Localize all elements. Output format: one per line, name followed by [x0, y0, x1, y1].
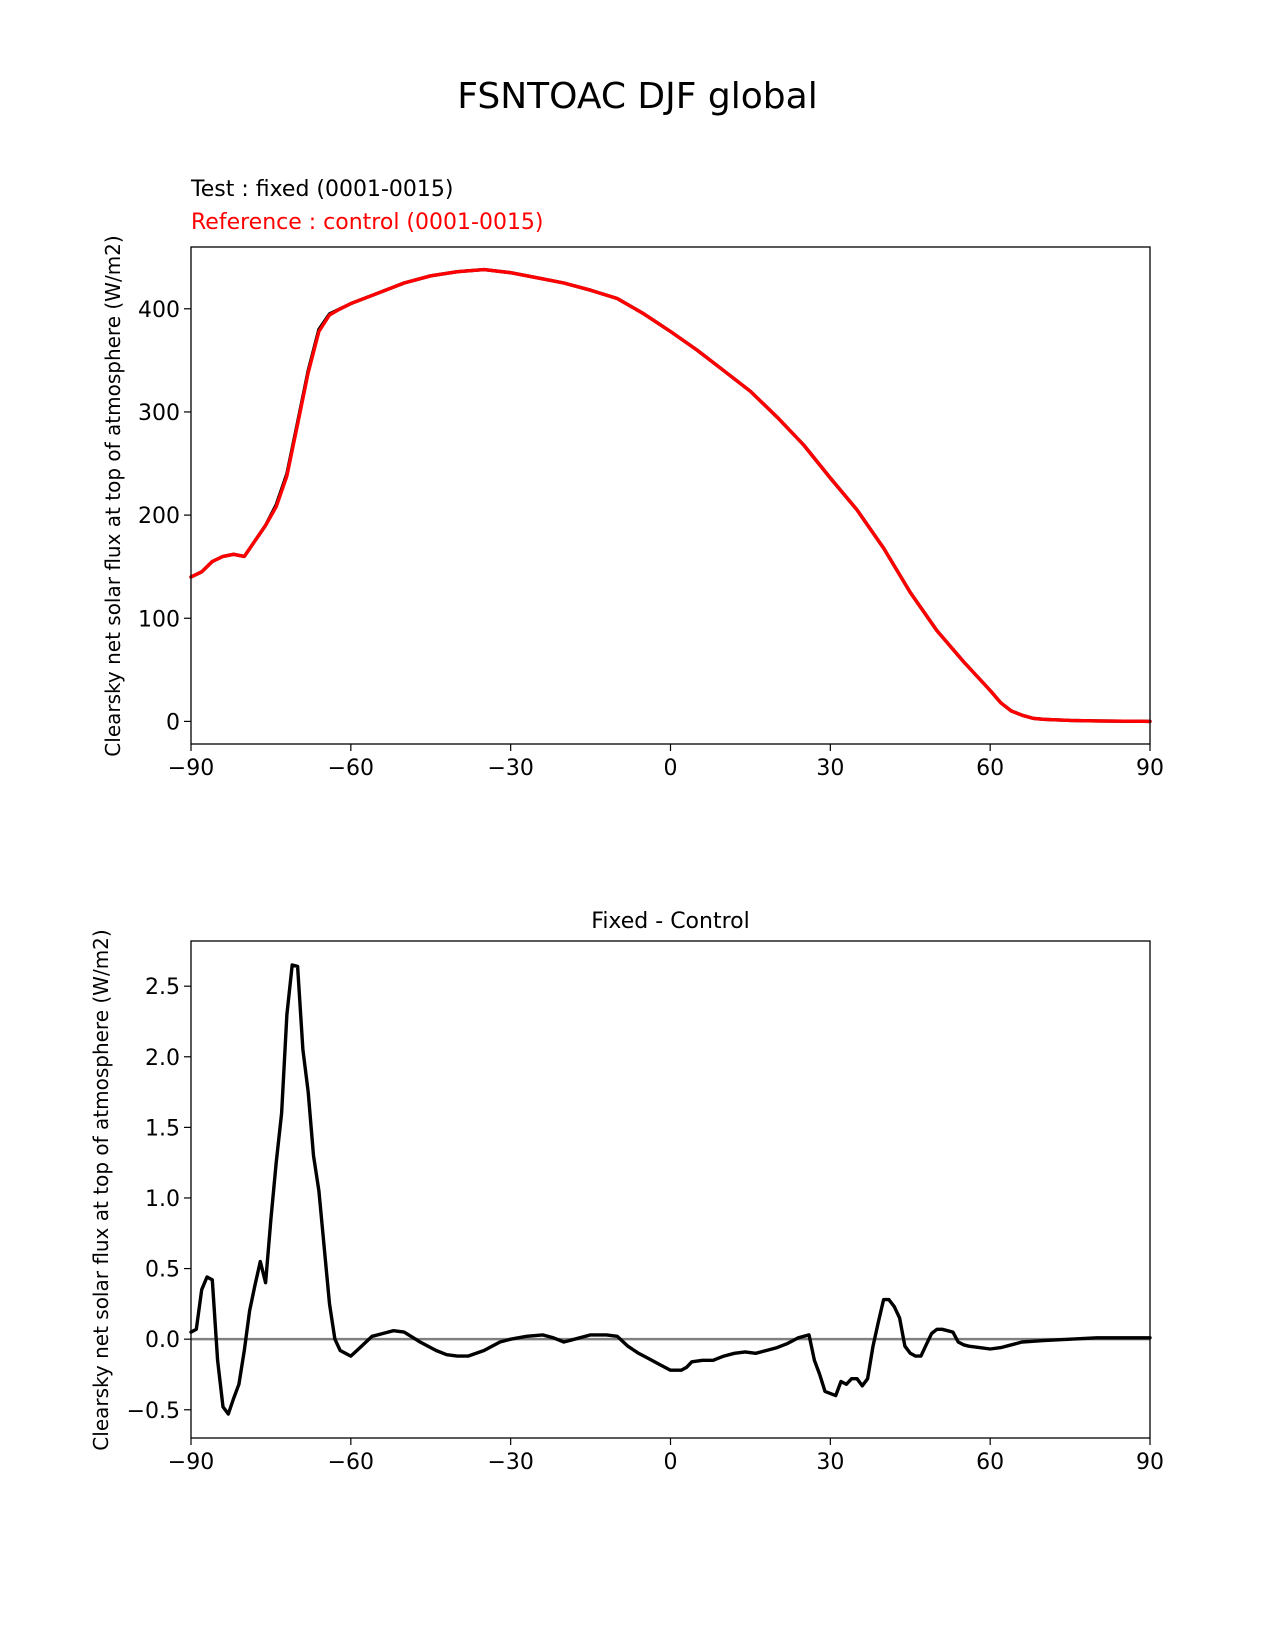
bottom-y-tick-label: 2.0 — [145, 1046, 180, 1071]
bottom-x-tick-label: 0 — [664, 1450, 678, 1475]
top-x-tick-label: 90 — [1136, 756, 1164, 781]
top-x-tick-label: −60 — [328, 756, 374, 781]
bottom-y-tick-label: 0.0 — [145, 1328, 180, 1353]
bottom-x-tick-label: −90 — [168, 1450, 214, 1475]
bottom-y-tick-label: 0.5 — [145, 1258, 180, 1283]
top-y-tick-label: 400 — [138, 298, 180, 323]
top-y-tick-label: 300 — [138, 401, 180, 426]
top-y-tick-label: 100 — [138, 607, 180, 632]
bottom-y-tick-label: −0.5 — [127, 1399, 180, 1424]
bottom-x-tick-label: −60 — [328, 1450, 374, 1475]
top-series-line-1 — [189, 267, 1152, 724]
bottom-x-tick-label: 90 — [1136, 1450, 1164, 1475]
bottom-chart-title: Fixed - Control — [591, 909, 749, 934]
bottom-x-tick-label: 60 — [976, 1450, 1004, 1475]
top-series-group — [189, 267, 1152, 724]
bottom-y-axis-label: Clearsky net solar flux at top of atmosp… — [89, 929, 113, 1450]
bottom-chart: Fixed - Control Clearsky net solar flux … — [89, 909, 1164, 1475]
top-x-tick-label: 60 — [976, 756, 1004, 781]
bottom-x-tick-label: 30 — [816, 1450, 844, 1475]
top-y-tick-label: 200 — [138, 504, 180, 529]
top-x-tick-label: 0 — [664, 756, 678, 781]
bottom-y-tick-label: 2.5 — [145, 975, 180, 1000]
top-y-tick-label: 0 — [166, 710, 180, 735]
top-annotation-reference: Reference : control (0001-0015) — [191, 210, 544, 235]
top-y-axis-label: Clearsky net solar flux at top of atmosp… — [101, 235, 125, 756]
top-annotation-test: Test : fixed (0001-0015) — [190, 177, 454, 202]
top-x-tick-label: −30 — [487, 756, 533, 781]
bottom-plot-frame — [190, 940, 1151, 1439]
bottom-x-tick-label: −30 — [487, 1450, 533, 1475]
top-x-tick-label: −90 — [168, 756, 214, 781]
top-plot-frame — [190, 246, 1151, 745]
bottom-axis-ticks: −90 −60 −30 0 30 60 90 −0.5 0.0 0.5 1.0 1.5 2.0 2.5 — [127, 975, 1164, 1475]
top-x-tick-label: 30 — [816, 756, 844, 781]
bottom-series-line-0 — [189, 963, 1152, 1416]
bottom-y-tick-label: 1.0 — [145, 1187, 180, 1212]
bottom-y-tick-label: 1.5 — [145, 1116, 180, 1141]
top-chart: Test : fixed (0001-0015) Reference : con… — [101, 177, 1164, 781]
bottom-series-group — [189, 963, 1152, 1416]
top-axis-ticks: −90 −60 −30 0 30 60 90 0 100 200 300 400 — [138, 298, 1164, 781]
figure-suptitle: FSNTOAC DJF global — [457, 76, 817, 117]
